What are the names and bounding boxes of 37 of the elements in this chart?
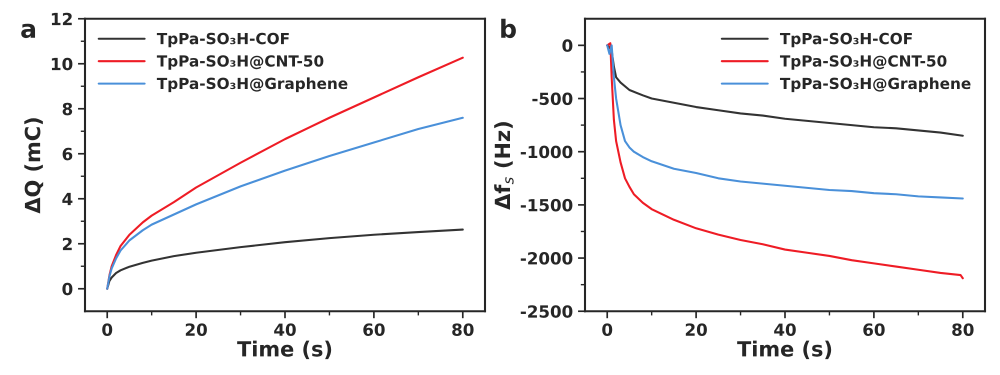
x-tick-label: 80: [952, 323, 974, 336]
x-tick-label: 60: [863, 323, 885, 336]
y-tick-label: -2000: [520, 252, 572, 265]
y-tick-label: 2: [62, 238, 72, 250]
y-tick-label: 10: [52, 58, 72, 70]
legend-label: TpPa-SO₃H@Graphene: [156, 77, 348, 92]
legend-label: TpPa-SO₃H@CNT-50: [156, 55, 324, 70]
y-tick-label: 4: [62, 192, 72, 206]
y-tick-label: -500: [532, 92, 572, 106]
y-tick-label: 6: [62, 148, 72, 160]
legend-label: TpPa-SO₃H-COF: [156, 32, 289, 48]
legend-label: TpPa-SO₃H@Graphene: [780, 77, 971, 92]
legend-label: TpPa-SO₃H-COF: [780, 32, 912, 48]
x-tick-label: 0: [602, 323, 612, 336]
y-tick-label: -2500: [520, 305, 572, 318]
legend-label: TpPa-SO₃H@CNT-50: [780, 55, 946, 70]
line-series: [106, 116, 464, 290]
y-axis-title: Δf$_{s}$ (Hz): [494, 122, 514, 210]
y-tick-label: 8: [62, 102, 72, 116]
x-axis-title: Time (s): [737, 340, 832, 360]
chart-title: b: [501, 18, 516, 38]
x-tick-label: 80: [452, 323, 474, 336]
x-tick-label: 20: [186, 323, 207, 336]
x-tick-label: 40: [274, 323, 296, 336]
x-tick-label: 0: [102, 323, 112, 336]
x-axis-title: Time (s): [237, 340, 332, 360]
y-axis-title: ΔQ (mC): [24, 118, 44, 214]
x-tick-label: 40: [774, 323, 796, 336]
y-tick-label: 0: [62, 282, 72, 296]
y-tick-label: -1000: [520, 146, 572, 158]
chart-title: a: [21, 24, 36, 38]
x-tick-label: 20: [686, 323, 707, 336]
y-tick-label: 0: [562, 39, 572, 52]
x-tick-label: 60: [363, 323, 385, 336]
y-tick-label: -1500: [520, 198, 572, 212]
y-tick-label: 12: [52, 12, 72, 26]
line-series: [106, 228, 464, 290]
